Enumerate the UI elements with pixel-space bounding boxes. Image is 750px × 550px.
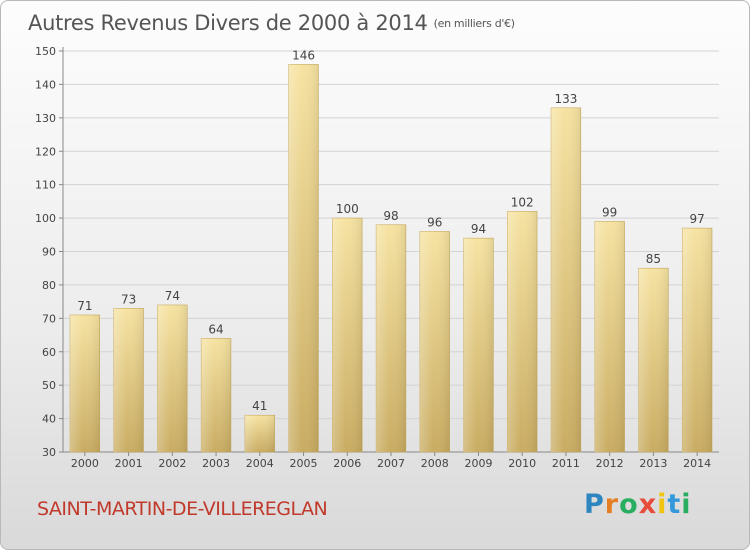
y-tick-label: 80 [42, 279, 56, 292]
y-tick-label: 30 [42, 446, 56, 459]
x-tick-label: 2009 [464, 457, 492, 470]
data-label: 100 [336, 202, 359, 216]
bars [69, 64, 713, 453]
x-tick-label: 2003 [202, 457, 230, 470]
town-name: SAINT-MARTIN-DE-VILLEREGLAN [37, 498, 328, 520]
data-label: 85 [646, 252, 661, 266]
data-label: 97 [689, 212, 704, 226]
y-tick-labels: 30 40 50 60 70 80 90 100 110 120 130 140 150 [35, 45, 56, 459]
logo-letter: x [638, 489, 658, 520]
data-labels: 71 73 74 64 41 146 100 98 96 94 102 133 99 85 97 [77, 48, 705, 413]
y-tick-label: 50 [42, 379, 56, 392]
y-tick-label: 40 [42, 413, 56, 426]
data-label: 146 [292, 48, 315, 62]
bar-highlight [157, 304, 188, 452]
y-tick-label: 150 [35, 45, 56, 58]
data-label: 41 [252, 399, 267, 413]
data-label: 74 [165, 289, 180, 303]
chart-title-text: Autres Revenus Divers de 2000 à 2014 [28, 11, 428, 35]
proxiti-logo: Proxiti [584, 489, 692, 520]
data-label: 102 [511, 195, 534, 209]
x-tick-label: 2005 [290, 457, 318, 470]
x-tick-label: 2008 [421, 457, 449, 470]
logo-letter: t [667, 489, 682, 520]
chart-unit: (en milliers d'€) [433, 17, 515, 30]
y-tick-label: 70 [42, 312, 56, 325]
bar-highlight [69, 314, 100, 452]
data-label: 99 [602, 205, 617, 219]
bar-highlight [244, 415, 275, 452]
bar-highlight [201, 338, 231, 452]
data-label: 98 [383, 209, 398, 223]
y-tick-label: 140 [35, 78, 56, 91]
bar-highlight [463, 238, 494, 452]
bar-highlight [507, 211, 538, 452]
bar-highlight [638, 268, 669, 452]
data-label: 96 [427, 215, 442, 229]
x-tick-label: 2006 [333, 457, 361, 470]
bar-highlight [376, 224, 406, 452]
y-tick-label: 110 [35, 179, 56, 192]
x-tick-label: 2000 [71, 457, 99, 470]
y-tick-label: 90 [42, 246, 56, 259]
data-label: 133 [554, 92, 577, 106]
data-label: 73 [121, 292, 136, 306]
logo-letter: i [681, 489, 692, 520]
x-tick-label: 2014 [683, 457, 711, 470]
data-label: 71 [77, 299, 92, 313]
chart-title: Autres Revenus Divers de 2000 à 2014 (en … [28, 11, 515, 35]
data-label: 64 [208, 322, 223, 336]
x-tick-labels: 2000 2001 2002 2003 2004 2005 2006 2007 2008 2009… [71, 457, 711, 470]
x-tick-label: 2012 [596, 457, 624, 470]
logo-letter: o [619, 489, 639, 520]
logo-letter: r [604, 489, 620, 520]
y-tick-label: 100 [35, 212, 56, 225]
bar-highlight [594, 221, 625, 452]
x-tick-label: 2001 [115, 457, 143, 470]
x-tick-label: 2010 [508, 457, 536, 470]
bar-highlight [113, 308, 144, 452]
x-tick-label: 2004 [246, 457, 274, 470]
logo-letter: i [657, 489, 668, 520]
bar-highlight [682, 228, 713, 452]
y-tick-label: 60 [42, 346, 56, 359]
x-tick-label: 2007 [377, 457, 405, 470]
y-tick-label: 130 [35, 112, 56, 125]
bar-highlight [288, 64, 319, 452]
y-tick-label: 120 [35, 145, 56, 158]
bar-highlight [332, 218, 363, 452]
bar-highlight [419, 231, 450, 452]
x-tick-label: 2011 [552, 457, 580, 470]
bar-highlight [551, 107, 581, 452]
data-label: 94 [471, 222, 486, 236]
logo-letter: P [584, 489, 605, 520]
x-tick-label: 2002 [158, 457, 186, 470]
x-tick-label: 2013 [639, 457, 667, 470]
